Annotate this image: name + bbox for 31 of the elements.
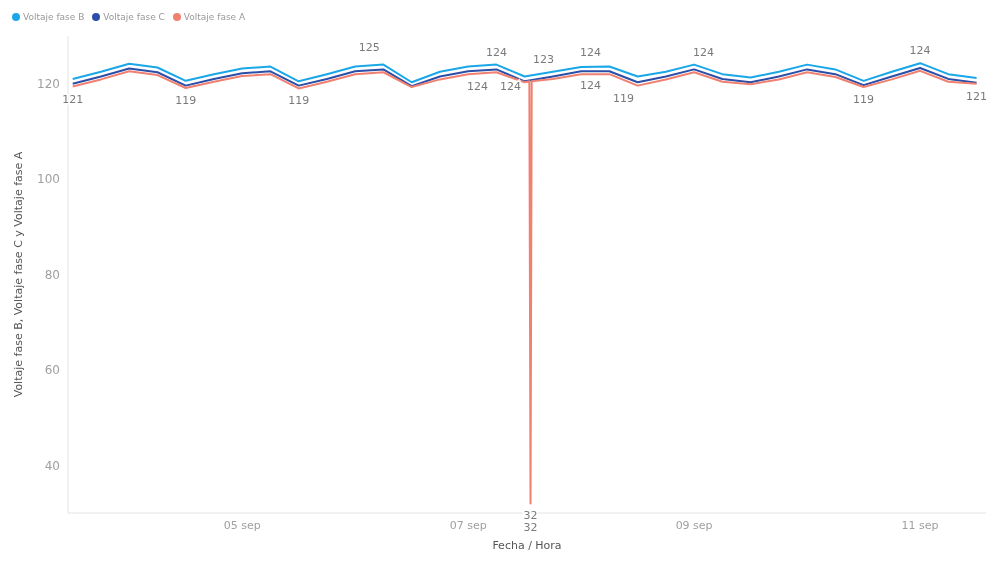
annotation: 32 xyxy=(523,509,538,523)
x-tick-label: 11 sep xyxy=(901,518,939,532)
y-axis-title: Voltaje fase B, Voltaje fase C y Voltaje fase A xyxy=(11,151,25,398)
y-tick-label: 120 xyxy=(37,76,60,91)
y-tick-label: 100 xyxy=(37,172,60,187)
x-tick-label: 05 sep xyxy=(223,518,261,532)
annotation: 124 xyxy=(580,45,602,59)
legend-label: Voltaje fase C xyxy=(102,12,165,22)
x-axis-title: Fecha / Hora xyxy=(492,539,562,552)
legend-label: Voltaje fase A xyxy=(182,12,246,22)
annotation: 121 xyxy=(966,89,988,103)
y-tick-label: 60 xyxy=(44,363,60,378)
y-tick-label: 40 xyxy=(44,458,60,473)
annotation: 124 xyxy=(693,45,715,59)
x-tick-label: 09 sep xyxy=(675,518,713,532)
annotation: 119 xyxy=(288,94,310,108)
annotation: 32 xyxy=(523,521,538,535)
annotation: 121 xyxy=(62,92,84,106)
legend-label: Voltaje fase B xyxy=(22,12,85,22)
annotation: 123 xyxy=(532,53,554,67)
annotation: 119 xyxy=(853,93,875,107)
annotation: 124 xyxy=(485,45,507,59)
annotation: 124 xyxy=(909,44,931,58)
annotation: 124 xyxy=(500,80,522,94)
y-tick-label: 80 xyxy=(44,267,60,282)
annotation: 119 xyxy=(613,92,635,106)
annotation: 119 xyxy=(175,93,197,107)
annotation: 125 xyxy=(358,40,380,54)
x-tick-label: 07 sep xyxy=(449,518,487,532)
annotation: 124 xyxy=(467,80,489,94)
annotation: 124 xyxy=(580,79,602,93)
